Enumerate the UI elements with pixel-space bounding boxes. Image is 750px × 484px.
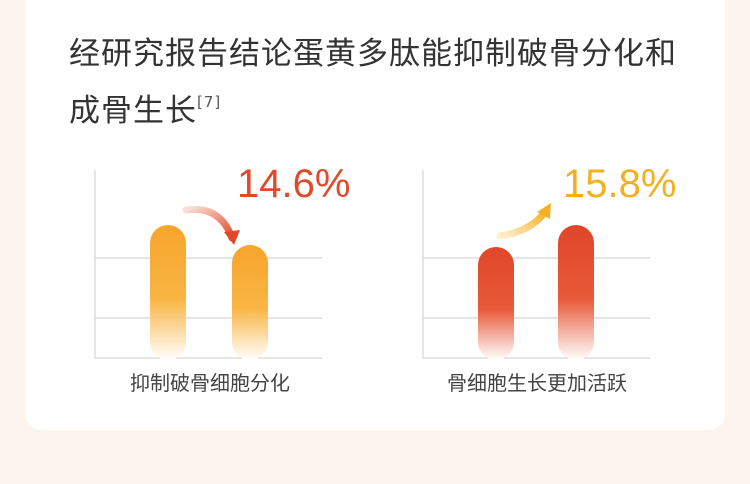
- left-axes: [94, 170, 322, 359]
- bar: [558, 225, 594, 360]
- change-label: 14.6%: [237, 162, 350, 206]
- bar: [478, 247, 514, 360]
- arrow-head: [537, 203, 551, 219]
- bar: [232, 245, 268, 360]
- arrow-head: [224, 230, 240, 245]
- caption: 骨细胞生长更加活跃: [447, 371, 627, 395]
- bar: [150, 225, 186, 360]
- title: 经研究报告结论蛋黄多肽能抑制破骨分化和成骨生长[7]: [69, 30, 689, 135]
- right-axes: [422, 170, 650, 359]
- title-text: 经研究报告结论蛋黄多肽能抑制破骨分化和成骨生长: [69, 36, 677, 129]
- change-label: 15.8%: [563, 162, 676, 206]
- arrow: [182, 205, 236, 242]
- arrow: [496, 208, 549, 240]
- caption: 抑制破骨细胞分化: [130, 371, 290, 395]
- reference: [7]: [197, 93, 222, 111]
